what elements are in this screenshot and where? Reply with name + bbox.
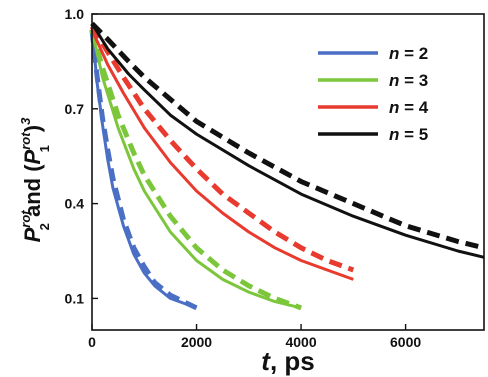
legend-label: n = 5 bbox=[389, 125, 428, 144]
series-line-dashed bbox=[89, 29, 302, 311]
y-tick-label: 1.0 bbox=[65, 6, 85, 22]
x-tick-label: 0 bbox=[88, 334, 96, 350]
plot-frame bbox=[91, 13, 485, 331]
legend: n = 2 n = 3 n = 4 n = 5 bbox=[318, 44, 429, 144]
x-tick-label: 4000 bbox=[285, 334, 316, 350]
y-axis-label: Prot 2 and (Prot 1)3 bbox=[18, 117, 52, 243]
x-tick-label: 6000 bbox=[390, 334, 421, 350]
y-tick-label: 0.1 bbox=[65, 290, 85, 306]
axis-ticks: 0 2000 4000 6000 0.1 0.4 0.7 1.0 bbox=[65, 6, 422, 350]
series-line-dashed bbox=[90, 21, 485, 251]
legend-label: n = 4 bbox=[389, 98, 429, 117]
y-tick-label: 0.7 bbox=[65, 101, 85, 117]
series-line-solid bbox=[90, 29, 354, 281]
y-tick-label: 0.4 bbox=[65, 196, 85, 212]
legend-label: n = 2 bbox=[389, 44, 428, 63]
series-line-solid bbox=[90, 22, 485, 259]
series-line-dashed bbox=[89, 29, 198, 311]
x-tick-label: 2000 bbox=[181, 334, 212, 350]
x-axis-label: t, ps bbox=[261, 346, 314, 376]
legend-label: n = 3 bbox=[389, 71, 428, 90]
plot-lines bbox=[89, 21, 485, 311]
series-line-solid bbox=[90, 29, 302, 310]
